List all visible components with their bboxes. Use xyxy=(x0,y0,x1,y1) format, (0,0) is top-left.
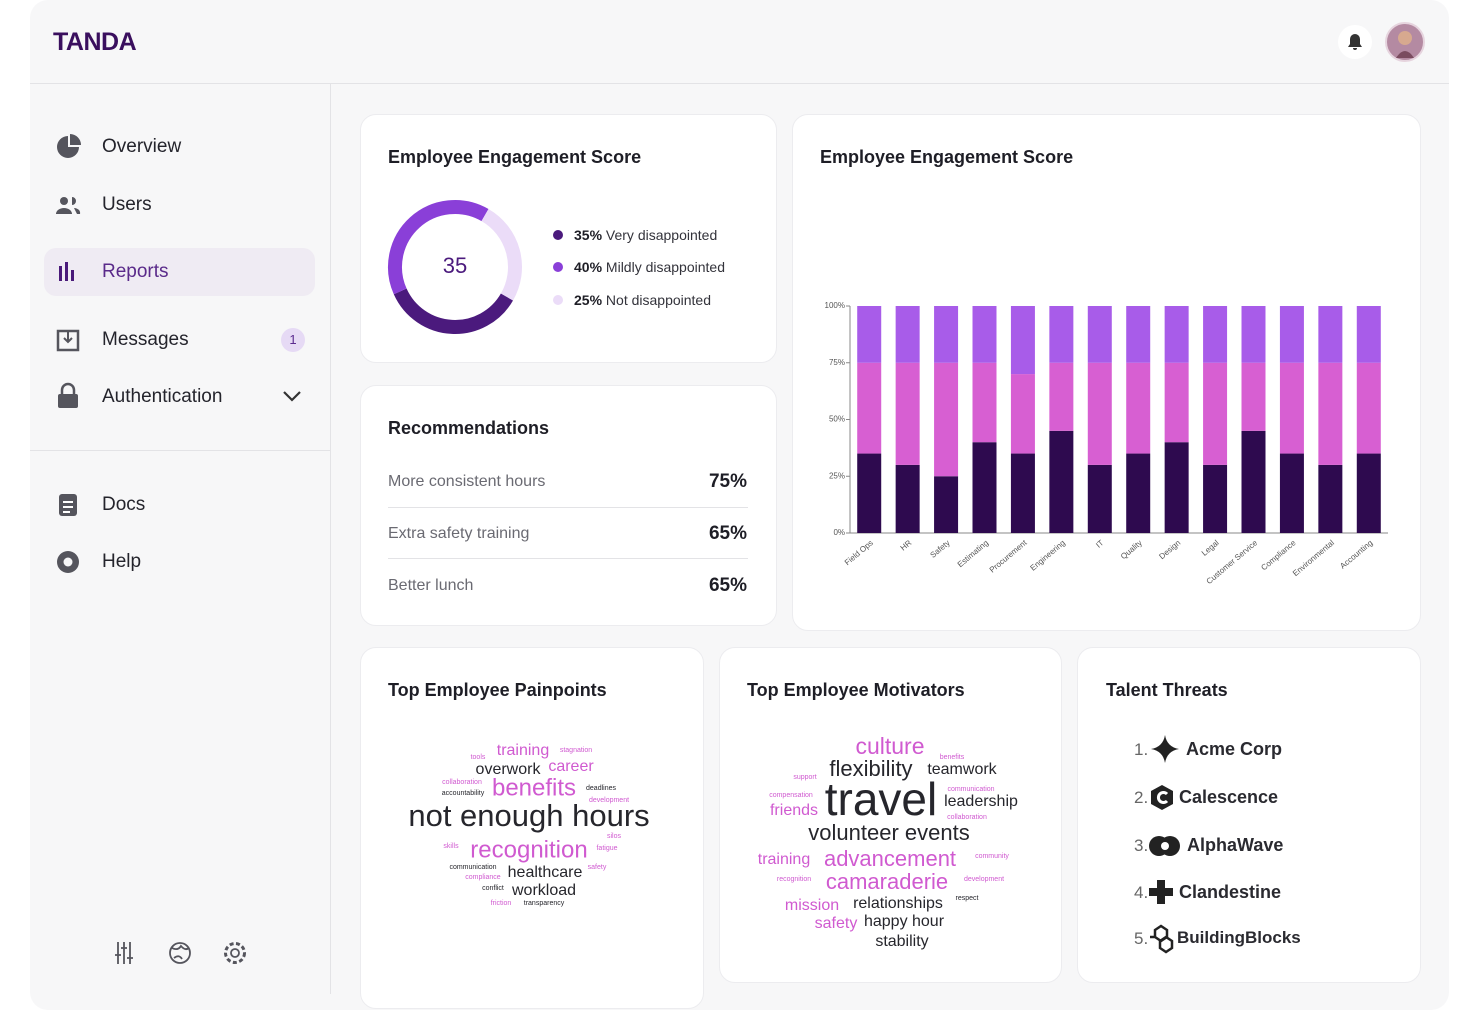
rank: 4. xyxy=(1134,883,1149,902)
rec-value: 65% xyxy=(708,575,747,596)
legend-value: 35% xyxy=(574,227,603,243)
card-title: Top Employee Painpoints xyxy=(388,680,607,700)
rank: 3. xyxy=(1134,836,1149,855)
nav-item[interactable]: Help xyxy=(102,551,142,572)
nav-item[interactable]: Users xyxy=(102,194,152,215)
nav-item[interactable]: Messages xyxy=(102,329,189,350)
nav-item[interactable]: Authentication xyxy=(102,386,223,407)
rank: 1. xyxy=(1134,740,1149,759)
page: TANDA Overview Users Reports Messages 1 … xyxy=(30,22,1449,1009)
row-divider xyxy=(388,558,748,559)
nav-badge: 1 xyxy=(281,328,305,352)
nav-item[interactable]: Overview xyxy=(102,136,182,157)
rec-value: 65% xyxy=(708,523,747,544)
competitor: Acme Corp xyxy=(1186,739,1283,759)
rec-label: More consistent hours xyxy=(388,473,546,490)
sidebar-separator xyxy=(30,450,330,451)
legend-entry: 35% Very disappointed xyxy=(574,223,717,247)
rec-value: 75% xyxy=(708,471,747,492)
logo[interactable]: TANDA xyxy=(53,28,137,56)
legend-entry: 40% Mildly disappointed xyxy=(574,255,725,279)
sidebar-divider xyxy=(330,84,331,994)
card-title: Recommendations xyxy=(388,418,550,438)
competitor: BuildingBlocks xyxy=(1177,928,1301,947)
legend-value: 40% xyxy=(574,259,603,275)
card-title: Employee Engagement Score xyxy=(388,147,642,167)
header-divider xyxy=(30,83,1449,84)
card-title: Top Employee Motivators xyxy=(747,680,965,700)
painpoints-card xyxy=(360,647,704,1009)
competitor: AlphaWave xyxy=(1187,835,1284,855)
bar-chart-card xyxy=(792,114,1421,631)
motivators-card xyxy=(719,647,1062,983)
recommendations-card xyxy=(360,385,777,626)
competitor: Clandestine xyxy=(1179,882,1282,902)
talent-card xyxy=(1077,647,1421,983)
rec-label: Better lunch xyxy=(388,577,474,594)
legend-value: 25% xyxy=(574,292,603,308)
rank: 5. xyxy=(1134,929,1149,948)
active-nav-bg xyxy=(44,248,315,296)
card-title: Talent Threats xyxy=(1106,680,1228,700)
row-divider xyxy=(388,507,748,508)
nav-item[interactable]: Reports xyxy=(102,261,169,282)
rank: 2. xyxy=(1134,788,1149,807)
legend-label: Not disappointed xyxy=(605,292,711,308)
legend-label: Very disappointed xyxy=(605,227,718,243)
rec-label: Extra safety training xyxy=(388,525,530,542)
nav-item[interactable]: Docs xyxy=(102,494,146,515)
legend-entry: 25% Not disappointed xyxy=(574,288,711,312)
competitor: Calescence xyxy=(1179,787,1279,807)
legend-label: Mildly disappointed xyxy=(605,259,725,275)
card-title: Employee Engagement Score xyxy=(820,147,1074,167)
